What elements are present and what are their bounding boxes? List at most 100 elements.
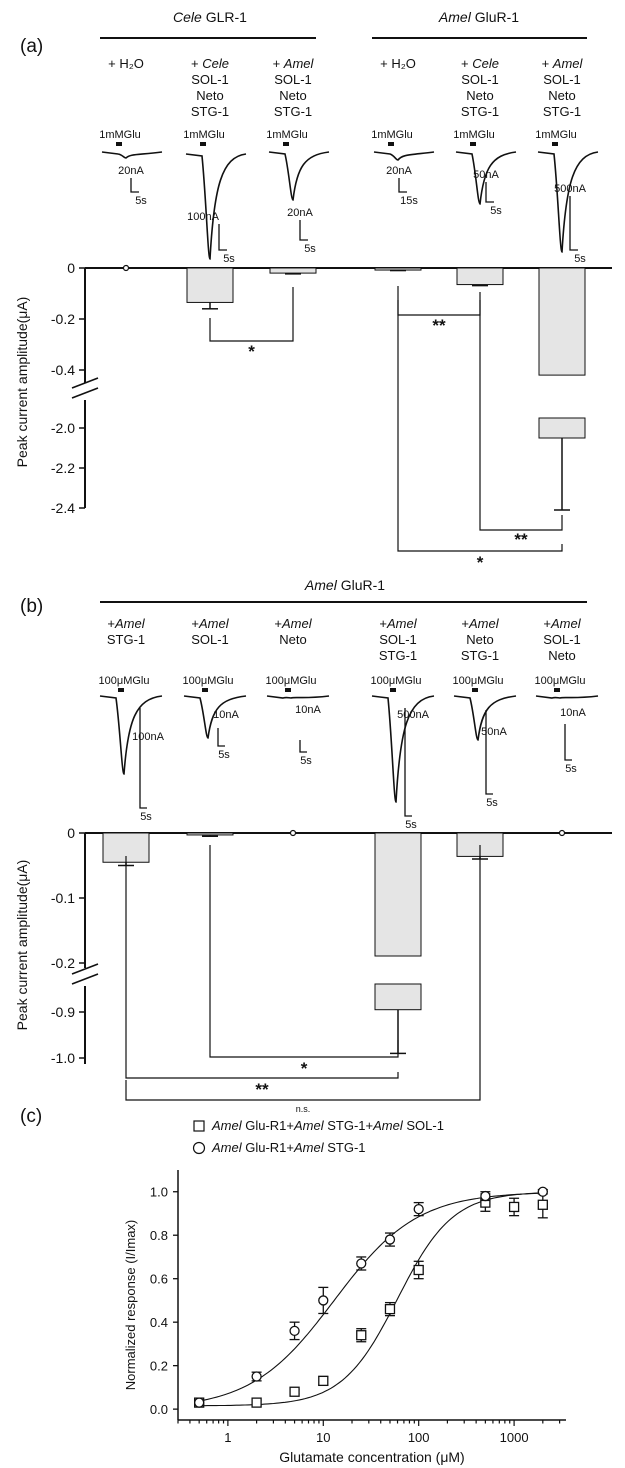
y-tick-label: 0.2 xyxy=(150,1359,168,1374)
scale-bar xyxy=(218,224,227,251)
bar xyxy=(374,267,422,271)
x-tick-label: 1000 xyxy=(500,1430,529,1445)
y-tick-label: -2.0 xyxy=(51,420,75,436)
significance-label: ** xyxy=(432,316,446,335)
stimulus-label: 1mMGlu xyxy=(266,129,308,141)
condition-label-b: Neto xyxy=(548,648,575,663)
group-b-title: Amel GluR-1 xyxy=(304,577,385,593)
y-tick-label: 0 xyxy=(67,260,75,276)
scale-bar xyxy=(139,708,147,809)
current-trace xyxy=(185,153,247,260)
condition-label-b: SOL-1 xyxy=(543,632,581,647)
condition-label-a: Neto xyxy=(548,88,575,103)
scale-amplitude-label: 10nA xyxy=(295,704,321,716)
condition-label-b: +Amel xyxy=(379,616,417,631)
condition-label-b: STG-1 xyxy=(107,632,145,647)
y-tick-label: -0.2 xyxy=(51,311,75,327)
scale-time-label: 5s xyxy=(135,195,147,207)
scale-amplitude-label: 50nA xyxy=(473,169,499,181)
condition-label-a: + Cele xyxy=(461,56,499,71)
scale-time-label: 5s xyxy=(486,797,498,809)
stimulus-bar xyxy=(388,142,394,146)
data-point-square xyxy=(356,1330,367,1341)
stimulus-bar xyxy=(554,688,560,692)
significance-label: n.s. xyxy=(296,1104,311,1114)
condition-label-b: +Amel xyxy=(543,616,581,631)
scale-bar xyxy=(398,178,407,193)
scale-time-label: 5s xyxy=(304,243,316,255)
condition-label-a: STG-1 xyxy=(274,104,312,119)
stimulus-label: 100μMGlu xyxy=(183,675,234,687)
condition-label-a: + H₂O xyxy=(108,56,144,71)
scale-bar xyxy=(299,220,308,241)
condition-label-a: SOL-1 xyxy=(274,72,312,87)
condition-label-b: Neto xyxy=(466,632,493,647)
condition-label-a: STG-1 xyxy=(461,104,499,119)
significance-label: ** xyxy=(514,530,528,549)
stimulus-label: 1mMGlu xyxy=(99,129,141,141)
significance-label: * xyxy=(301,1059,308,1078)
stimulus-label: 100μMGlu xyxy=(371,675,422,687)
panel-b: +AmelSTG-1+AmelSOL-1+AmelNeto+AmelSOL-1S… xyxy=(14,616,612,1114)
condition-label-a: STG-1 xyxy=(191,104,229,119)
significance-bracket xyxy=(397,300,563,552)
scale-amplitude-label: 100nA xyxy=(132,731,164,743)
stimulus-label: 100μMGlu xyxy=(535,675,586,687)
scale-amplitude-label: 10nA xyxy=(560,707,586,719)
y-axis-label: Peak current amplitude(μA) xyxy=(14,297,30,468)
current-trace xyxy=(266,695,330,699)
scale-time-label: 5s xyxy=(574,253,586,265)
scale-time-label: 5s xyxy=(490,205,502,217)
current-trace xyxy=(535,695,599,699)
condition-label-a: + Cele xyxy=(191,56,229,71)
current-trace xyxy=(455,151,517,205)
condition-label-a: SOL-1 xyxy=(191,72,229,87)
significance-label: ** xyxy=(255,1080,269,1099)
bar xyxy=(538,417,586,439)
stimulus-bar xyxy=(200,142,206,146)
scale-amplitude-label: 50nA xyxy=(481,726,507,738)
significance-bracket xyxy=(125,856,399,1079)
stimulus-label: 1mMGlu xyxy=(183,129,225,141)
condition-label-a: Neto xyxy=(466,88,493,103)
group-left-title: Cele GLR-1 xyxy=(173,9,247,25)
condition-label-a: SOL-1 xyxy=(461,72,499,87)
data-point-zero xyxy=(558,829,566,837)
current-trace xyxy=(373,151,435,161)
panel-b-label: (b) xyxy=(20,596,43,617)
scale-bar xyxy=(564,724,572,761)
data-point-square xyxy=(508,1201,520,1213)
legend-entry: Amel Glu-R1+Amel STG-1+Amel SOL-1 xyxy=(211,1118,444,1133)
data-point-square xyxy=(384,1303,396,1315)
data-point-circle xyxy=(480,1190,491,1202)
stimulus-bar xyxy=(285,688,291,692)
condition-label-b: STG-1 xyxy=(379,648,417,663)
x-tick-label: 10 xyxy=(316,1430,330,1445)
bar xyxy=(374,983,422,1011)
data-point-square xyxy=(289,1386,300,1397)
axis-break-mark xyxy=(71,377,99,389)
data-point-circle xyxy=(251,1371,262,1382)
y-tick-label: -0.4 xyxy=(51,362,75,378)
data-point-circle xyxy=(289,1325,300,1337)
panel-a-label: (a) xyxy=(20,36,43,57)
stimulus-bar xyxy=(116,142,122,146)
scale-time-label: 15s xyxy=(400,195,418,207)
significance-label: * xyxy=(477,553,484,572)
group-right-title: Amel GluR-1 xyxy=(438,9,519,25)
condition-label-a: + Amel xyxy=(273,56,315,71)
significance-bracket xyxy=(125,845,481,1101)
scale-time-label: 5s xyxy=(565,763,577,775)
y-tick-label: -0.1 xyxy=(51,890,75,906)
stimulus-bar xyxy=(552,142,558,146)
condition-label-a: Neto xyxy=(279,88,306,103)
current-trace xyxy=(537,151,599,253)
stimulus-bar xyxy=(472,688,478,692)
data-point-circle xyxy=(356,1258,367,1269)
legend-entry: Amel Glu-R1+Amel STG-1 xyxy=(211,1140,366,1155)
stimulus-label: 100μMGlu xyxy=(99,675,150,687)
condition-label-b: STG-1 xyxy=(461,648,499,663)
y-tick-label: -0.2 xyxy=(51,955,75,971)
stimulus-label: 1mMGlu xyxy=(371,129,413,141)
current-trace xyxy=(268,151,330,201)
